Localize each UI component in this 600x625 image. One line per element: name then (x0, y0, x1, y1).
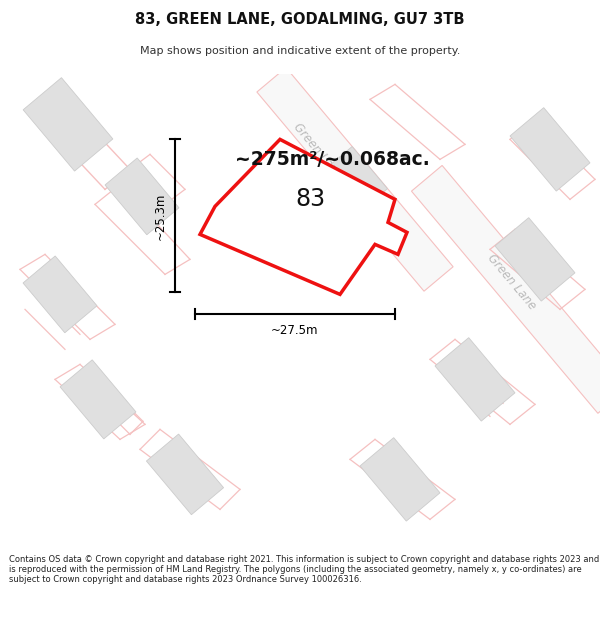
Polygon shape (510, 107, 590, 191)
Polygon shape (200, 139, 407, 294)
Text: ~25.3m: ~25.3m (154, 192, 167, 239)
Text: ~275m²/~0.068ac.: ~275m²/~0.068ac. (235, 150, 430, 169)
Polygon shape (360, 438, 440, 521)
Text: Green Lane: Green Lane (291, 121, 345, 182)
Polygon shape (146, 434, 224, 514)
Polygon shape (412, 166, 600, 413)
Polygon shape (23, 78, 113, 171)
Text: Green Lane: Green Lane (485, 252, 539, 312)
Text: Map shows position and indicative extent of the property.: Map shows position and indicative extent… (140, 46, 460, 56)
Polygon shape (253, 146, 388, 272)
Polygon shape (495, 217, 575, 301)
Polygon shape (257, 68, 453, 291)
Polygon shape (105, 158, 179, 235)
Text: ~27.5m: ~27.5m (271, 324, 319, 338)
Polygon shape (435, 338, 515, 421)
Text: Contains OS data © Crown copyright and database right 2021. This information is : Contains OS data © Crown copyright and d… (9, 554, 599, 584)
Polygon shape (60, 360, 136, 439)
Text: 83: 83 (295, 188, 325, 211)
Polygon shape (23, 256, 97, 332)
Text: 83, GREEN LANE, GODALMING, GU7 3TB: 83, GREEN LANE, GODALMING, GU7 3TB (135, 12, 465, 27)
